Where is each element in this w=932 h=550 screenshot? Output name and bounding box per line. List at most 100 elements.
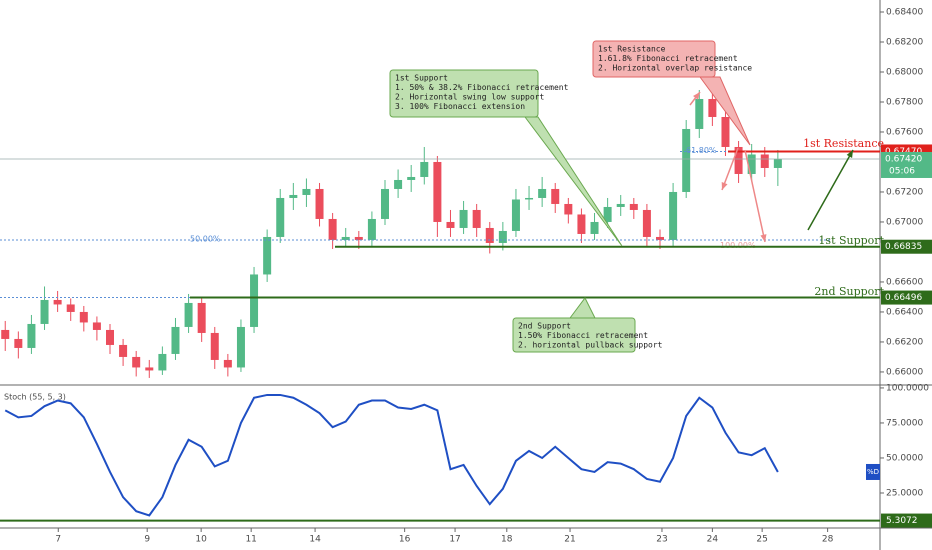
- candle-body: [721, 116, 730, 147]
- candle-body: [276, 197, 285, 237]
- y-tick-label: 0.68400: [886, 7, 923, 17]
- candle-body: [472, 209, 481, 228]
- arrow: [807, 149, 854, 231]
- candle-body: [433, 161, 442, 222]
- y-tick-label: 0.68000: [886, 67, 923, 77]
- candle-body: [14, 338, 23, 348]
- stoch-title: Stoch (55, 5, 3): [4, 393, 66, 402]
- arrow-head: [693, 92, 700, 100]
- candle-body: [236, 326, 245, 368]
- level-name: 1st Support: [818, 234, 884, 247]
- arrow: [721, 147, 739, 191]
- fib-label: 50.00%: [190, 234, 221, 243]
- level-tag: [881, 290, 932, 305]
- candle-body: [197, 302, 206, 333]
- candle-body: [420, 161, 429, 177]
- level-tag-label: 0.66835: [885, 242, 922, 252]
- candle-body: [498, 230, 507, 243]
- y-tick-label: 0.66600: [886, 277, 923, 287]
- candle-body: [223, 359, 232, 368]
- fib-label: 61.80%: [686, 146, 717, 155]
- y-tick-label: 0.68200: [886, 37, 923, 47]
- stoch-level-label: 5.3072: [886, 516, 918, 526]
- candle-body: [551, 188, 560, 204]
- stoch-line: [4, 393, 779, 517]
- candle-body: [79, 311, 88, 323]
- x-tick-label: 25: [756, 535, 767, 545]
- level-name: 2nd Support: [814, 285, 884, 298]
- candle-body: [525, 197, 534, 200]
- candle-body: [760, 154, 769, 168]
- candle-body: [511, 199, 520, 231]
- stoch-tick-label: 25.0000: [886, 488, 923, 498]
- candle-body: [656, 236, 664, 240]
- candle-body: [708, 98, 717, 117]
- annotation-box: [592, 40, 716, 78]
- candle-body: [250, 274, 259, 327]
- candle-body: [66, 304, 75, 312]
- y-tick-label: 0.66000: [886, 367, 923, 377]
- stoch-tick-label: 75.0000: [886, 418, 923, 428]
- candle-body: [171, 326, 180, 354]
- annotation-line: 2. Horizontal overlap resistance: [598, 64, 752, 73]
- candle-body: [695, 98, 704, 129]
- x-tick-label: 28: [822, 535, 834, 545]
- arrow-head: [846, 150, 853, 158]
- candle-body: [328, 218, 337, 240]
- x-tick-label: 14: [309, 535, 321, 545]
- x-tick-label: 11: [245, 535, 256, 545]
- candle-body: [1, 329, 10, 339]
- candle-body: [145, 367, 154, 371]
- candle-body: [302, 188, 311, 195]
- candle-body: [40, 299, 49, 324]
- y-tick-label: 0.66200: [886, 337, 923, 347]
- candle-body: [577, 214, 586, 234]
- y-tick-label: 0.67200: [886, 187, 923, 197]
- x-tick-label: 18: [501, 535, 513, 545]
- y-tick-label: 0.67600: [886, 127, 923, 137]
- level-name: 1st Resistance: [803, 137, 884, 150]
- annotation-line: 2nd Support: [518, 322, 571, 331]
- candle-body: [485, 227, 494, 243]
- x-tick-label: 24: [707, 535, 719, 545]
- candle-body: [106, 329, 114, 345]
- level-tag-label: 0.66496: [885, 293, 922, 303]
- candle-body: [27, 323, 36, 348]
- candle-body: [354, 236, 363, 240]
- y-tick-label: 0.66400: [886, 307, 923, 317]
- candle-body: [289, 194, 298, 198]
- candle-body: [184, 302, 193, 327]
- candle-body: [263, 236, 272, 275]
- candle-body: [459, 209, 468, 228]
- candle-body: [747, 154, 756, 174]
- annotation-line: 1.61.8% Fibonacci retracement: [598, 54, 738, 63]
- candle-body: [210, 332, 219, 360]
- candle-body: [446, 221, 455, 228]
- candle-body: [734, 146, 743, 174]
- annotation-line: 1.50% Fibonacci retracement: [518, 331, 648, 340]
- annotation-line: 2. Horizontal swing low support: [395, 93, 544, 102]
- candle-body: [394, 179, 403, 189]
- stoch-tag: [866, 463, 880, 480]
- candle-body: [669, 191, 678, 240]
- candle-body: [381, 188, 389, 219]
- candle-body: [53, 299, 62, 305]
- annotation-line: 1st Support: [395, 74, 448, 83]
- annotation-line: 1st Resistance: [598, 45, 666, 54]
- annotation-line: 2. horizontal pullback support: [518, 341, 663, 350]
- plot: [1, 89, 782, 378]
- candle-body: [119, 344, 128, 357]
- candle-body: [367, 218, 376, 240]
- stoch-level-tag: [881, 513, 932, 528]
- candle-body: [590, 221, 599, 234]
- y-tick-label: 0.67000: [886, 217, 923, 227]
- price-tag-label: 0.67420: [885, 154, 922, 164]
- level-tag: [881, 239, 932, 254]
- candle-body: [315, 188, 324, 219]
- candle-body: [407, 176, 416, 180]
- candle-body: [538, 188, 547, 198]
- candle-body: [158, 353, 167, 371]
- arrow: [744, 149, 766, 243]
- stoch-tick-label: 100.0000: [886, 383, 929, 393]
